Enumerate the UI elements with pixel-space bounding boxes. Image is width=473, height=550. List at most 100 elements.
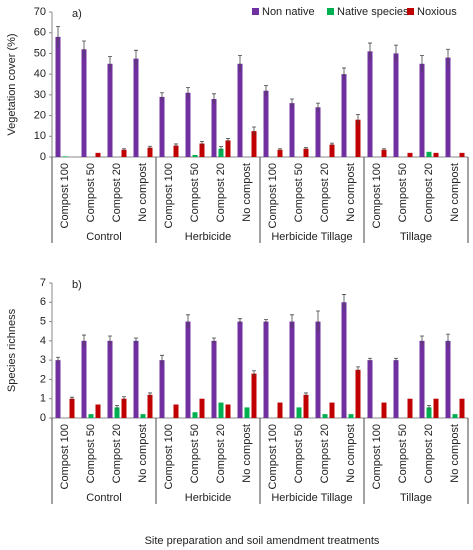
bar [459,398,465,418]
bar [173,145,179,157]
error-bar [70,396,74,401]
group-label: Tillage [400,492,432,504]
bar [159,96,165,157]
error-bar [420,55,424,73]
error-bar [252,126,256,136]
error-bar [148,392,152,397]
bar [329,402,335,418]
bar [426,407,432,418]
y-tick-label: 0 [40,151,46,163]
bar [263,90,269,157]
error-bar [304,392,308,397]
bar [277,149,283,157]
error-bar [160,354,164,365]
bar [107,340,113,418]
bar [251,131,257,157]
error-bar [200,141,204,146]
bar [192,412,198,418]
bar [237,321,243,418]
x-tick-label: Compost 100 [163,163,175,228]
bar [433,398,439,418]
bar [263,321,269,418]
x-tick-label: No compost [137,424,149,483]
bar [81,340,87,418]
error-bar [420,335,424,346]
y-tick-label: 0 [40,412,46,424]
error-bar [122,396,126,401]
bar [199,143,205,157]
y-tick-label: 4 [40,335,46,347]
x-tick-label: Compost 50 [189,424,201,483]
bar [329,144,335,157]
bar [277,402,283,418]
bar [341,74,347,157]
error-bar [238,55,242,73]
bar [95,404,101,418]
x-tick-label: No compost [241,163,253,222]
error-bar [56,26,60,48]
error-bar [82,40,86,58]
y-tick-label: 70 [34,6,46,18]
x-tick-label: No compost [449,163,461,222]
x-tick-label: Compost 50 [293,424,305,483]
y-tick-label: 5 [40,315,46,327]
error-bar [219,146,223,151]
panel-label: a) [72,8,82,20]
bar [62,156,68,157]
bar [88,414,94,418]
x-tick-label: Compost 100 [163,424,175,489]
error-bar [427,405,431,410]
x-tick-label: Compost 50 [293,163,305,222]
bar [107,63,113,157]
group-label: Tillage [400,231,432,243]
legend-swatch [252,8,259,15]
bar [303,394,309,418]
x-tick-label: Compost 20 [111,163,123,222]
y-tick-label: 3 [40,354,46,366]
bar [315,107,321,157]
bar [185,321,191,418]
bar [218,402,224,418]
bar [121,149,127,157]
bar [199,398,205,418]
x-tick-label: Compost 100 [267,424,279,489]
bar [185,92,191,157]
error-bar [108,335,112,346]
x-tick-label: Compost 20 [423,163,435,222]
legend-label: Native species [337,6,409,18]
bar [133,340,139,418]
x-tick-label: Compost 100 [371,163,383,228]
bar [192,154,198,157]
bar [393,53,399,157]
error-bar [252,370,256,377]
group-label: Control [86,492,121,504]
error-bar [382,148,386,151]
x-tick-label: No compost [137,163,149,222]
y-tick-label: 60 [34,27,46,39]
bar [211,99,217,157]
bar [244,407,250,418]
error-bar [316,310,320,333]
error-bar [186,314,190,329]
error-bar [264,85,268,96]
bar [147,394,153,418]
error-bar [160,92,164,102]
bar [69,398,75,418]
error-bar [134,49,138,67]
error-bar [122,148,126,151]
bar [225,404,231,418]
error-bar [115,405,119,410]
bar [407,398,413,418]
y-axis-title: Vegetation cover (%) [6,33,18,135]
group-label: Control [86,231,121,243]
error-bar [368,357,372,363]
x-tick-label: Compost 20 [215,424,227,483]
bar [218,148,224,157]
bar [341,302,347,418]
error-bar [56,356,60,364]
group-label: Herbicide Tillage [271,231,352,243]
error-bar [148,145,152,150]
x-tick-label: Compost 50 [397,424,409,483]
x-tick-label: Compost 100 [59,163,71,228]
group-label: Herbicide Tillage [271,492,352,504]
